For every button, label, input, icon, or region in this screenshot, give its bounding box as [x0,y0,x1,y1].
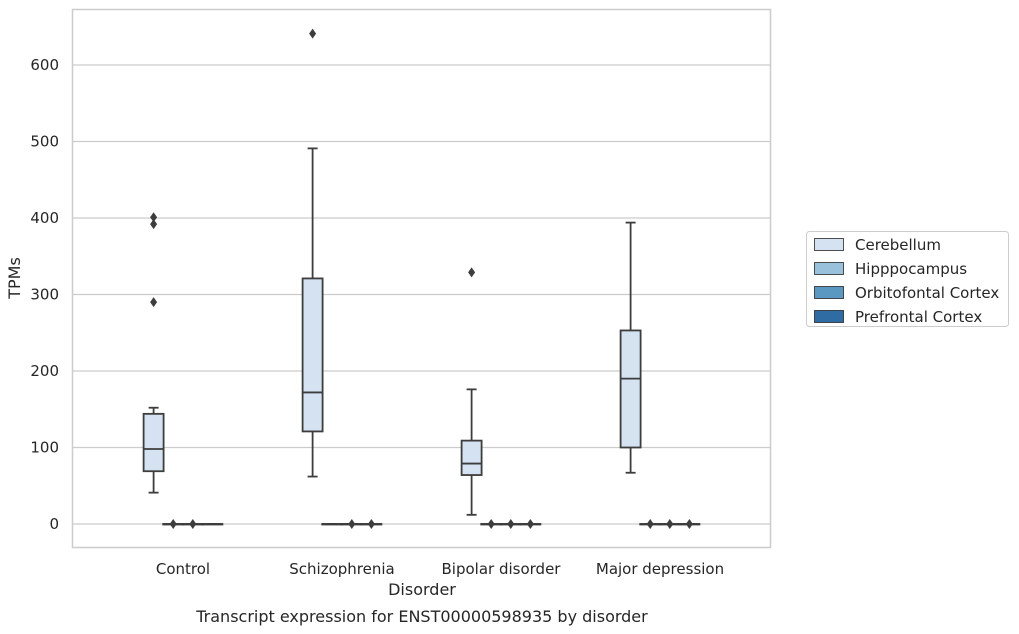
outlier-point [468,267,476,278]
legend-label: Cerebellum [855,236,941,254]
plot-frame [71,8,772,549]
x-axis-label: Disorder [388,580,456,599]
x-tick-label: Bipolar disorder [442,560,562,578]
outlier-point [348,519,356,529]
y-tick-label: 0 [49,515,59,533]
legend-item: Prefrontal Cortex [814,308,982,326]
x-tick-label: Control [156,560,210,578]
legend-label: Hipppocampus [855,260,967,278]
box-iqr [619,329,642,449]
outlier-point [367,519,375,529]
y-tick-label: 200 [30,362,59,380]
y-tick-label: 500 [30,133,59,151]
box-group [301,28,324,478]
legend-item: Cerebellum [814,236,941,254]
outlier-point [487,519,495,529]
outlier-point [150,219,158,230]
box-group [142,212,165,494]
outlier-point [169,519,177,529]
y-tick-label: 300 [30,286,59,304]
outlier-point [666,519,674,529]
y-tick-label: 100 [30,439,59,457]
y-tick-label: 400 [30,209,59,227]
outlier-point [526,519,534,529]
legend-items: Cerebellum Hipppocampus Orbitofontal Corte… [814,236,999,326]
legend-label: Orbitofontal Cortex [855,284,999,302]
y-tick-labels: 0 100 200 300 400 500 600 [30,56,59,533]
legend-swatch [814,262,844,275]
box-iqr [301,277,324,433]
outlier-point [685,519,693,529]
legend-label: Prefrontal Cortex [855,308,982,326]
legend-swatch [814,310,844,323]
outlier-point [150,212,158,223]
outlier-point [507,519,515,529]
box-group [678,519,701,529]
box-group [639,519,662,529]
legend-swatch [814,286,844,299]
chart-caption: Transcript expression for ENST0000059893… [195,607,648,626]
box-group [162,519,185,529]
box-group [519,519,542,529]
box-group [201,523,224,526]
legend-swatch [814,238,844,251]
outlier-point [189,519,197,529]
legend: Cerebellum Hipppocampus Orbitofontal Corte… [806,231,1009,327]
box-group [340,519,363,529]
box-iqr [460,439,483,476]
legend-item: Hipppocampus [814,260,967,278]
outlier-point [150,297,158,308]
y-tick-label: 600 [30,56,59,74]
legend-frame [806,231,1009,327]
outlier-point [646,519,654,529]
x-tick-label: Schizophrenia [289,560,394,578]
box-iqr [142,412,165,473]
box-group [321,523,344,526]
box-groups [142,28,701,529]
box-group [460,267,483,516]
outlier-point [309,28,317,39]
x-tick-label: Major depression [596,560,724,578]
box-group [619,221,642,474]
y-axis-label: TPMs [5,257,24,300]
legend-item: Orbitofontal Cortex [814,284,999,302]
box-group [360,519,383,529]
x-tick-labels: Control Schizophrenia Bipolar disorder Majo… [156,560,724,578]
